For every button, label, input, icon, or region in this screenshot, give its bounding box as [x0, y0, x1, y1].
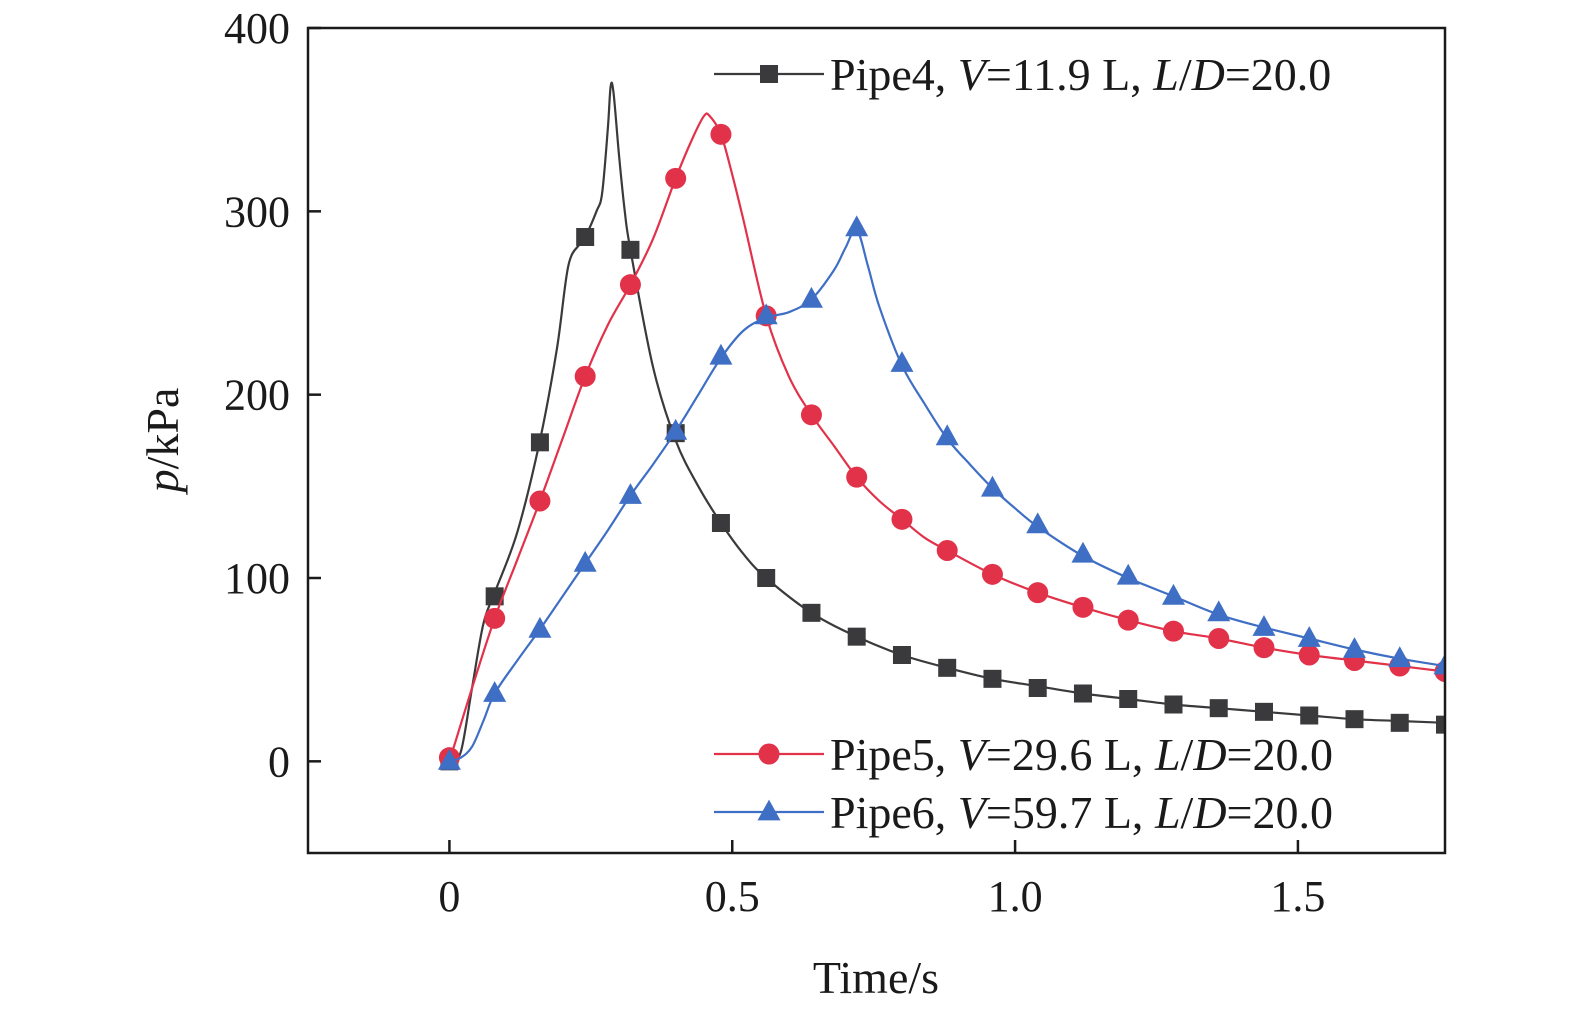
data-point [1028, 679, 1047, 697]
data-point [621, 240, 640, 259]
data-point [664, 418, 688, 440]
data-point [800, 404, 822, 426]
x-tick-label: 1.5 [1270, 872, 1325, 921]
data-point [529, 490, 551, 512]
legend-label: Pipe5, V=29.6 L, L/D=20.0 [830, 729, 1333, 780]
y-axis-title: p/kPa [137, 388, 188, 496]
data-point [1209, 699, 1228, 718]
data-point [1390, 713, 1409, 732]
series-line [449, 228, 1445, 763]
data-point [619, 274, 641, 296]
series-layer [437, 81, 1445, 771]
legend-marker [760, 65, 778, 83]
data-point [1345, 710, 1364, 729]
legend-marker [758, 743, 780, 765]
legend-marker [757, 799, 781, 821]
data-point [1119, 690, 1138, 708]
legend-label: Pipe4, V=11.9 L, L/D=20.0 [830, 49, 1331, 100]
data-point [530, 433, 549, 452]
x-axis-title: Time/s [813, 952, 939, 1003]
data-point [1208, 628, 1230, 649]
data-point [845, 215, 869, 237]
data-point [799, 286, 823, 308]
data-point [1300, 706, 1319, 725]
data-point [980, 475, 1004, 497]
y-tick-label: 400 [224, 4, 290, 53]
series-1 [440, 81, 1445, 771]
data-point [1161, 583, 1185, 605]
data-point [981, 563, 1003, 585]
data-point [983, 669, 1002, 688]
data-point [935, 424, 959, 446]
axis-layer: 0 0.5 1.0 1.5 0 100 200 300 400 [224, 4, 1325, 921]
data-point [1254, 702, 1273, 721]
legend-item-3: Pipe6, V=59.7 L, L/D=20.0 [714, 787, 1333, 838]
y-axis-title-var: p [137, 469, 188, 495]
data-point [1297, 626, 1321, 647]
data-point [483, 681, 507, 702]
x-tick-label: 0.5 [705, 872, 760, 921]
data-point [1117, 609, 1139, 631]
data-point [573, 550, 597, 572]
data-point [1252, 615, 1276, 636]
data-point [846, 466, 868, 488]
data-point [847, 627, 866, 646]
legend-label: Pipe6, V=59.7 L, L/D=20.0 [830, 787, 1333, 838]
data-point [1342, 637, 1366, 658]
data-point [1072, 596, 1094, 618]
data-point [711, 514, 730, 532]
y-tick-label: 0 [268, 737, 290, 786]
data-point [757, 569, 776, 587]
data-point [528, 616, 552, 638]
legend-layer: Pipe4, V=11.9 L, L/D=20.0 Pipe5, V=29.6 L… [714, 49, 1333, 838]
data-point [1073, 684, 1092, 703]
data-point [485, 587, 504, 606]
x-tick-label: 0 [438, 872, 460, 921]
legend-item-2: Pipe5, V=29.6 L, L/D=20.0 [714, 729, 1333, 780]
y-tick-label: 300 [224, 187, 290, 236]
data-point [1071, 541, 1095, 563]
plot-frame [306, 26, 1447, 855]
data-point [484, 607, 506, 629]
data-point [709, 343, 733, 365]
series-3 [437, 215, 1445, 770]
data-point [936, 540, 958, 561]
data-point [1388, 646, 1412, 668]
data-point [1298, 644, 1320, 666]
data-point [1116, 563, 1140, 585]
data-point [1207, 600, 1231, 622]
data-point [754, 303, 778, 325]
y-tick-label: 100 [224, 554, 290, 603]
data-point [1027, 582, 1049, 604]
y-tick-label: 200 [224, 371, 290, 420]
data-point [1436, 715, 1445, 734]
data-point [892, 646, 911, 664]
data-point [802, 603, 821, 622]
data-point [1026, 512, 1050, 534]
data-point [576, 228, 595, 246]
data-point [1164, 695, 1183, 714]
data-point [938, 658, 957, 677]
data-point [574, 365, 596, 387]
data-point [1162, 620, 1184, 642]
legend-item-1: Pipe4, V=11.9 L, L/D=20.0 [714, 49, 1331, 100]
y-axis-title-unit: /kPa [137, 388, 188, 470]
data-point [437, 748, 461, 770]
data-point [891, 508, 913, 530]
data-point [1433, 653, 1445, 675]
data-point [665, 167, 687, 189]
data-point [1253, 637, 1275, 659]
data-point [890, 351, 914, 372]
data-point [618, 483, 642, 504]
x-tick-label: 1.0 [988, 872, 1043, 921]
data-point [710, 123, 732, 145]
